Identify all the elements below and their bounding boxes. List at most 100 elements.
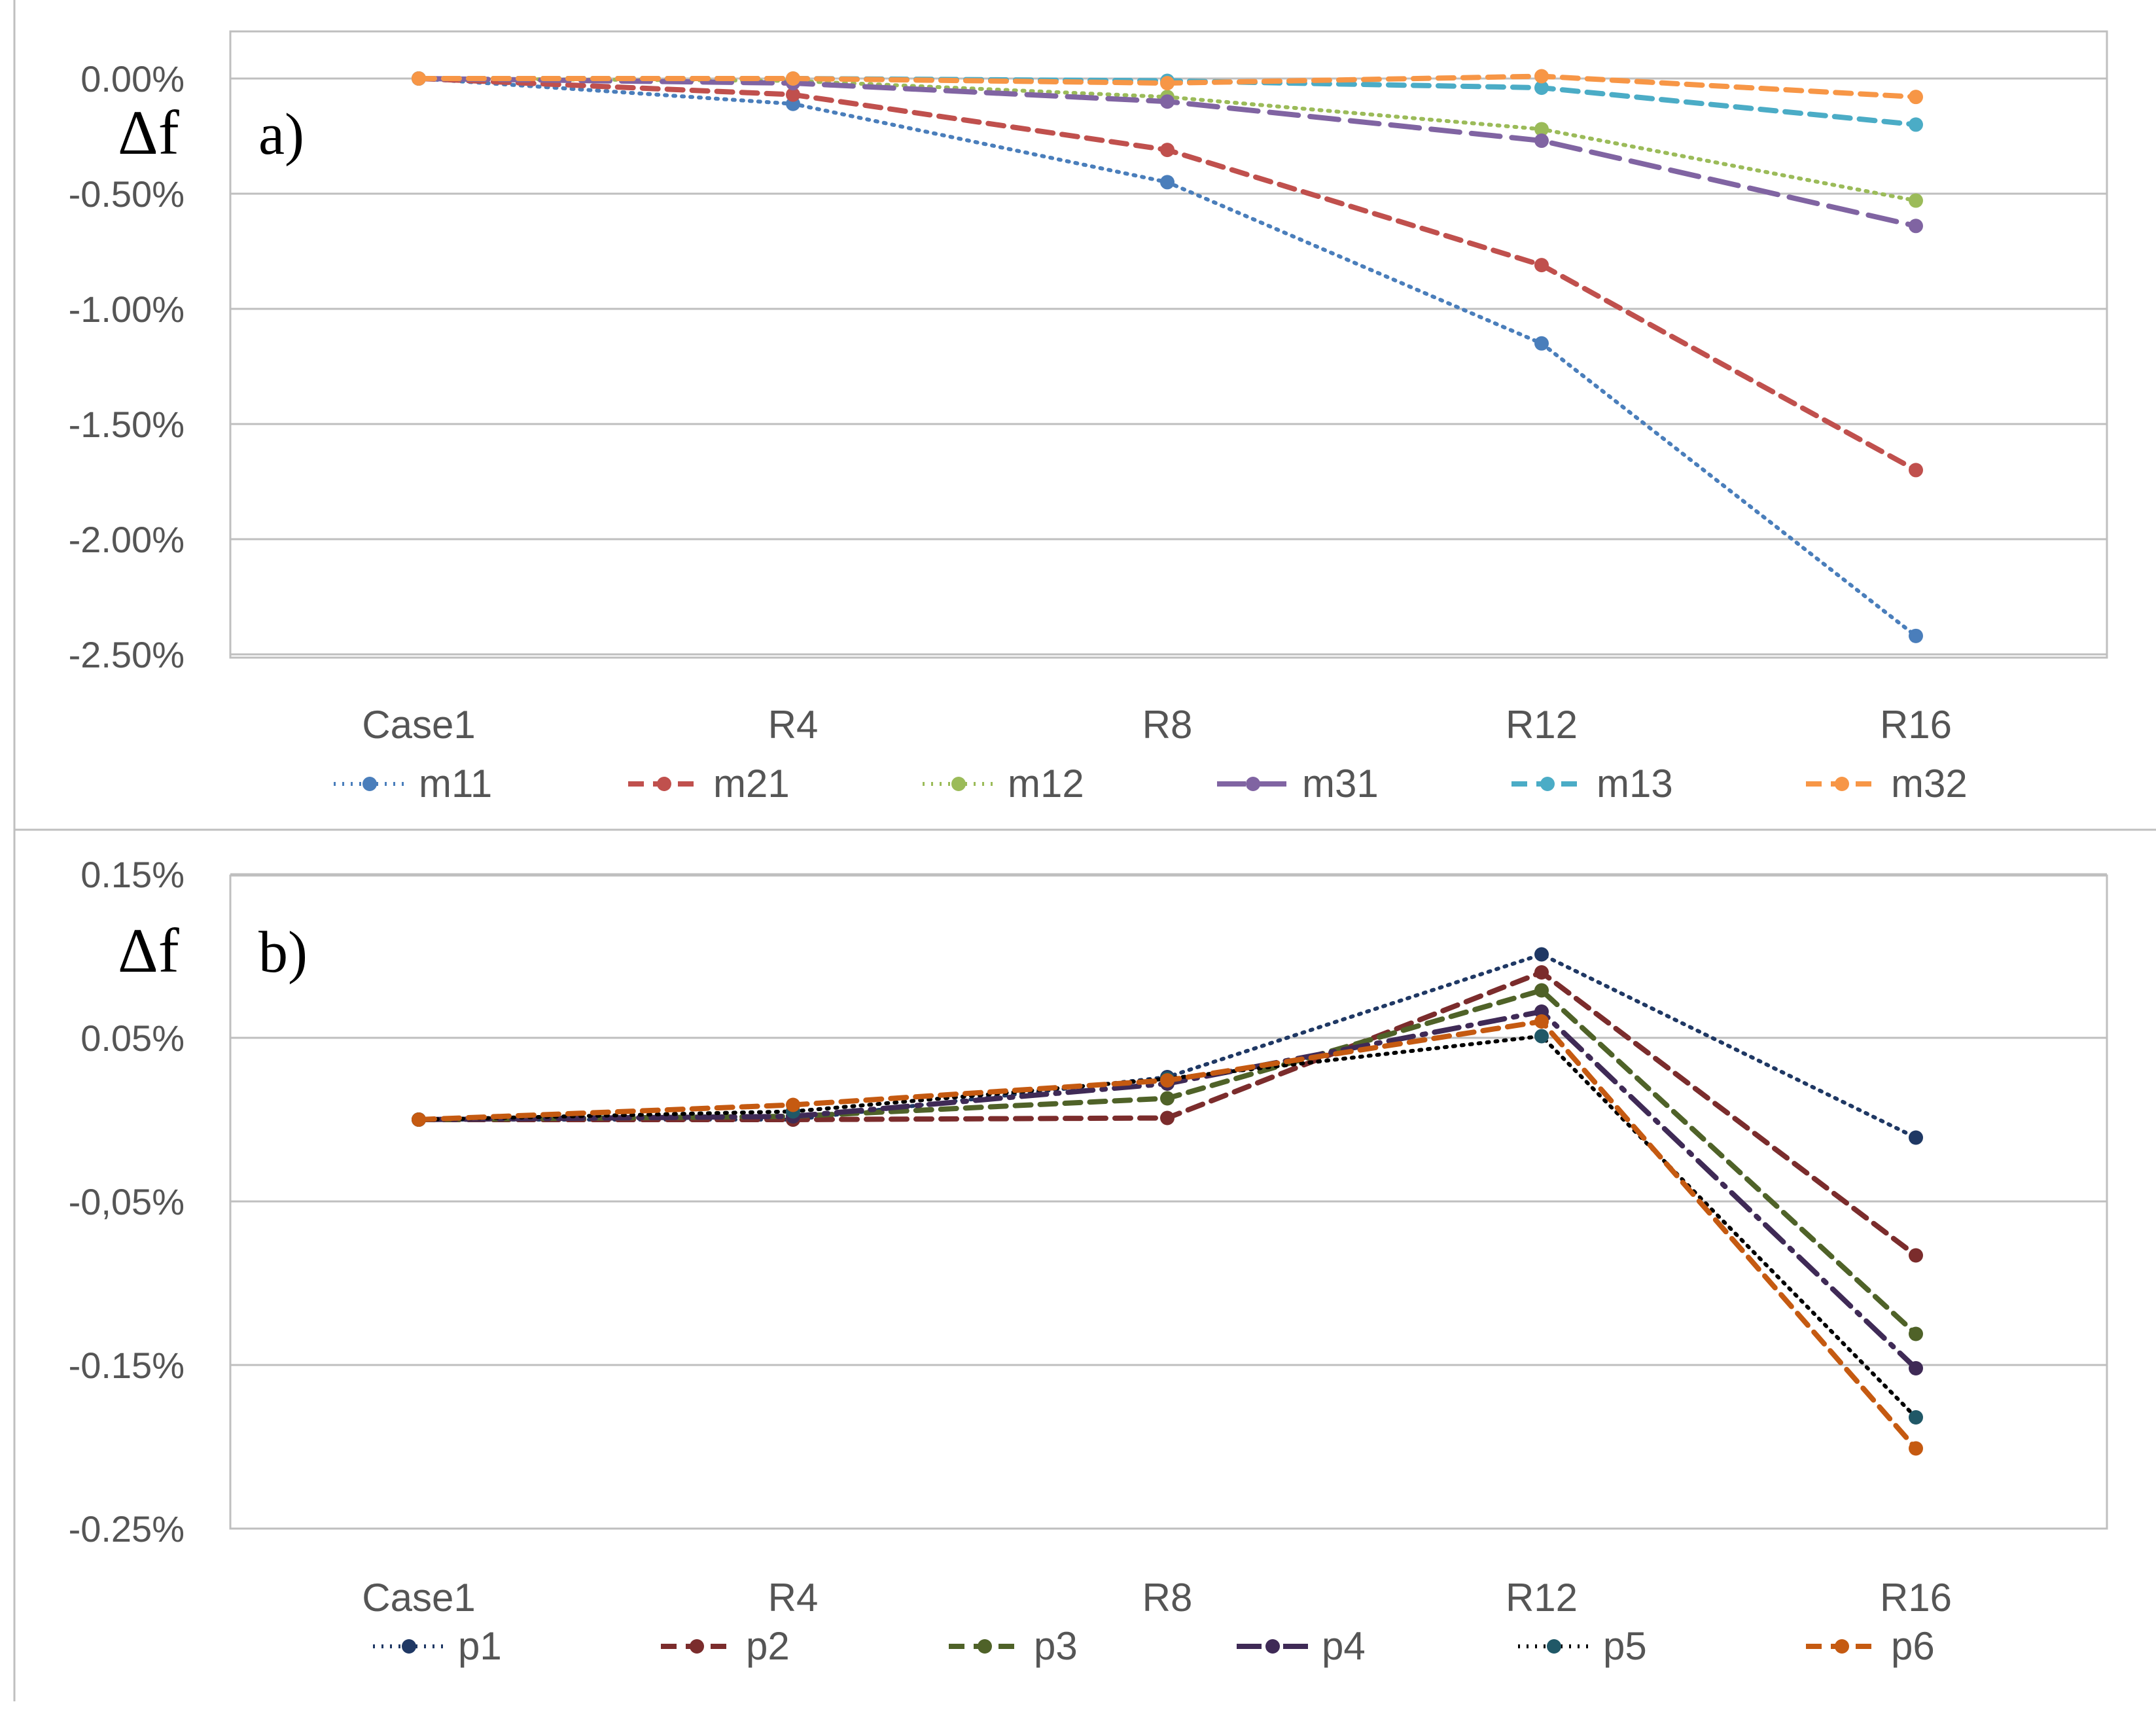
y-tick-label: -0.25% bbox=[69, 1508, 185, 1550]
legend-item-m31: m31 bbox=[1217, 762, 1379, 806]
x-category-label: R4 bbox=[768, 703, 819, 747]
gridlines-b bbox=[230, 873, 2107, 1530]
y-tick-label: -0.50% bbox=[69, 173, 185, 215]
data-point-p6 bbox=[1534, 1014, 1549, 1029]
legend-label-m13: m13 bbox=[1597, 762, 1673, 806]
data-point-p5 bbox=[1534, 1029, 1549, 1044]
y-tick-label: -0,05% bbox=[69, 1181, 185, 1222]
legend-marker-p6 bbox=[1835, 1639, 1849, 1654]
y-tick-label: 0.15% bbox=[80, 854, 185, 895]
legend-marker-p4 bbox=[1265, 1639, 1280, 1654]
legend-item-p4: p4 bbox=[1237, 1624, 1366, 1668]
data-point-p3 bbox=[1909, 1326, 1923, 1341]
series-p6 bbox=[412, 1014, 1923, 1456]
series-m21 bbox=[412, 71, 1923, 478]
x-category-label: R12 bbox=[1506, 1576, 1578, 1620]
data-point-m21 bbox=[1534, 258, 1549, 273]
data-point-m11 bbox=[1534, 336, 1549, 351]
legend-label-p5: p5 bbox=[1603, 1624, 1647, 1668]
y-axis-ticks-a: 0.00% -0.50% -1.00% -1.50% -2.00% -2.50% bbox=[69, 58, 185, 675]
data-point-p2 bbox=[1534, 965, 1549, 980]
legend-item-m13: m13 bbox=[1511, 762, 1673, 806]
legend-item-p1: p1 bbox=[373, 1624, 502, 1668]
data-point-m32 bbox=[412, 71, 426, 86]
legend-label-m32: m32 bbox=[1891, 762, 1968, 806]
panel-label-b: b) bbox=[258, 920, 308, 985]
data-point-m31 bbox=[1909, 219, 1923, 234]
y-tick-label: 0.05% bbox=[80, 1018, 185, 1059]
data-point-p3 bbox=[1534, 983, 1549, 998]
data-point-m21 bbox=[1160, 143, 1175, 158]
legend-marker-m13 bbox=[1540, 777, 1555, 791]
data-point-m32 bbox=[1909, 90, 1923, 105]
legend-marker-p1 bbox=[402, 1639, 416, 1654]
legend-item-m21: m21 bbox=[628, 762, 790, 806]
series-line-m21 bbox=[416, 76, 1918, 473]
legend-item-p3: p3 bbox=[949, 1624, 1078, 1668]
legend-a: m11 m21 m12 m31 m13 m32 bbox=[334, 762, 1968, 806]
legend-marker-p3 bbox=[978, 1639, 992, 1654]
legend-label-p1: p1 bbox=[458, 1624, 502, 1668]
legend-item-m11: m11 bbox=[334, 762, 492, 806]
y-axis-ticks-b: 0.15% 0.05% -0,05% -0.15% -0.25% bbox=[69, 854, 185, 1550]
legend-label-p3: p3 bbox=[1034, 1624, 1078, 1668]
legend-item-m32: m32 bbox=[1806, 762, 1968, 806]
x-category-label: R8 bbox=[1142, 1576, 1193, 1620]
data-point-p6 bbox=[412, 1112, 426, 1127]
y-axis-label-b: Δf bbox=[118, 915, 179, 985]
data-point-p5 bbox=[1909, 1410, 1923, 1425]
legend-b: p1 p2 p3 p4 p5 p6 bbox=[373, 1624, 1935, 1668]
legend-label-p6: p6 bbox=[1891, 1624, 1935, 1668]
data-point-m13 bbox=[1909, 117, 1923, 132]
legend-marker-m11 bbox=[362, 777, 377, 791]
panel-a: 0.00% -0.50% -1.00% -1.50% -2.00% -2.50% Case… bbox=[69, 30, 2108, 806]
y-tick-label: 0.00% bbox=[80, 58, 185, 99]
y-tick-label: -0.15% bbox=[69, 1345, 185, 1386]
series-group-a bbox=[412, 69, 1923, 643]
data-point-m12 bbox=[1909, 193, 1923, 208]
data-point-p6 bbox=[786, 1097, 800, 1112]
data-point-p6 bbox=[1909, 1441, 1923, 1456]
data-point-p1 bbox=[1534, 947, 1549, 962]
data-point-m21 bbox=[1909, 463, 1923, 478]
series-p4 bbox=[412, 1004, 1923, 1375]
data-point-m32 bbox=[1534, 69, 1549, 84]
panel-label-a: a) bbox=[258, 102, 304, 167]
series-line-p3 bbox=[416, 987, 1918, 1337]
data-point-p6 bbox=[1160, 1073, 1175, 1088]
legend-item-m12: m12 bbox=[923, 762, 1084, 806]
x-axis-categories-b: Case1 R4 R8 R12 R16 bbox=[362, 1576, 1952, 1620]
legend-label-m11: m11 bbox=[419, 762, 492, 806]
legend-marker-m12 bbox=[951, 777, 966, 791]
legend-label-m21: m21 bbox=[713, 762, 790, 806]
x-category-label: R4 bbox=[768, 1576, 819, 1620]
y-tick-label: -1.50% bbox=[69, 404, 185, 445]
panel-b: 0.15% 0.05% -0,05% -0.15% -0.25% Case1 R4 R8 R1… bbox=[69, 854, 2108, 1668]
legend-label-m12: m12 bbox=[1008, 762, 1084, 806]
data-point-m21 bbox=[786, 87, 800, 102]
series-group-b bbox=[412, 947, 1923, 1456]
x-category-label: R8 bbox=[1142, 703, 1193, 747]
legend-marker-p2 bbox=[690, 1639, 704, 1654]
data-point-m13 bbox=[1534, 80, 1549, 96]
legend-label-m31: m31 bbox=[1302, 762, 1379, 806]
gridlines-a bbox=[230, 77, 2107, 656]
legend-item-p2: p2 bbox=[661, 1624, 790, 1668]
y-axis-label-a: Δf bbox=[118, 97, 179, 168]
x-category-label: R16 bbox=[1880, 1576, 1952, 1620]
data-point-p2 bbox=[1909, 1248, 1923, 1263]
data-point-m32 bbox=[786, 71, 800, 86]
x-category-label: R12 bbox=[1506, 703, 1578, 747]
data-point-p4 bbox=[1909, 1361, 1923, 1375]
data-point-p1 bbox=[1909, 1130, 1923, 1145]
data-point-m12 bbox=[1534, 122, 1549, 137]
legend-label-p2: p2 bbox=[746, 1624, 790, 1668]
x-category-label: Case1 bbox=[362, 1576, 475, 1620]
x-category-label: R16 bbox=[1880, 703, 1952, 747]
data-point-m11 bbox=[1160, 175, 1175, 190]
legend-item-p5: p5 bbox=[1518, 1624, 1647, 1668]
data-point-m11 bbox=[1909, 628, 1923, 643]
series-line-m11 bbox=[417, 77, 1918, 638]
series-m32 bbox=[412, 69, 1923, 105]
data-point-p2 bbox=[1160, 1110, 1175, 1125]
